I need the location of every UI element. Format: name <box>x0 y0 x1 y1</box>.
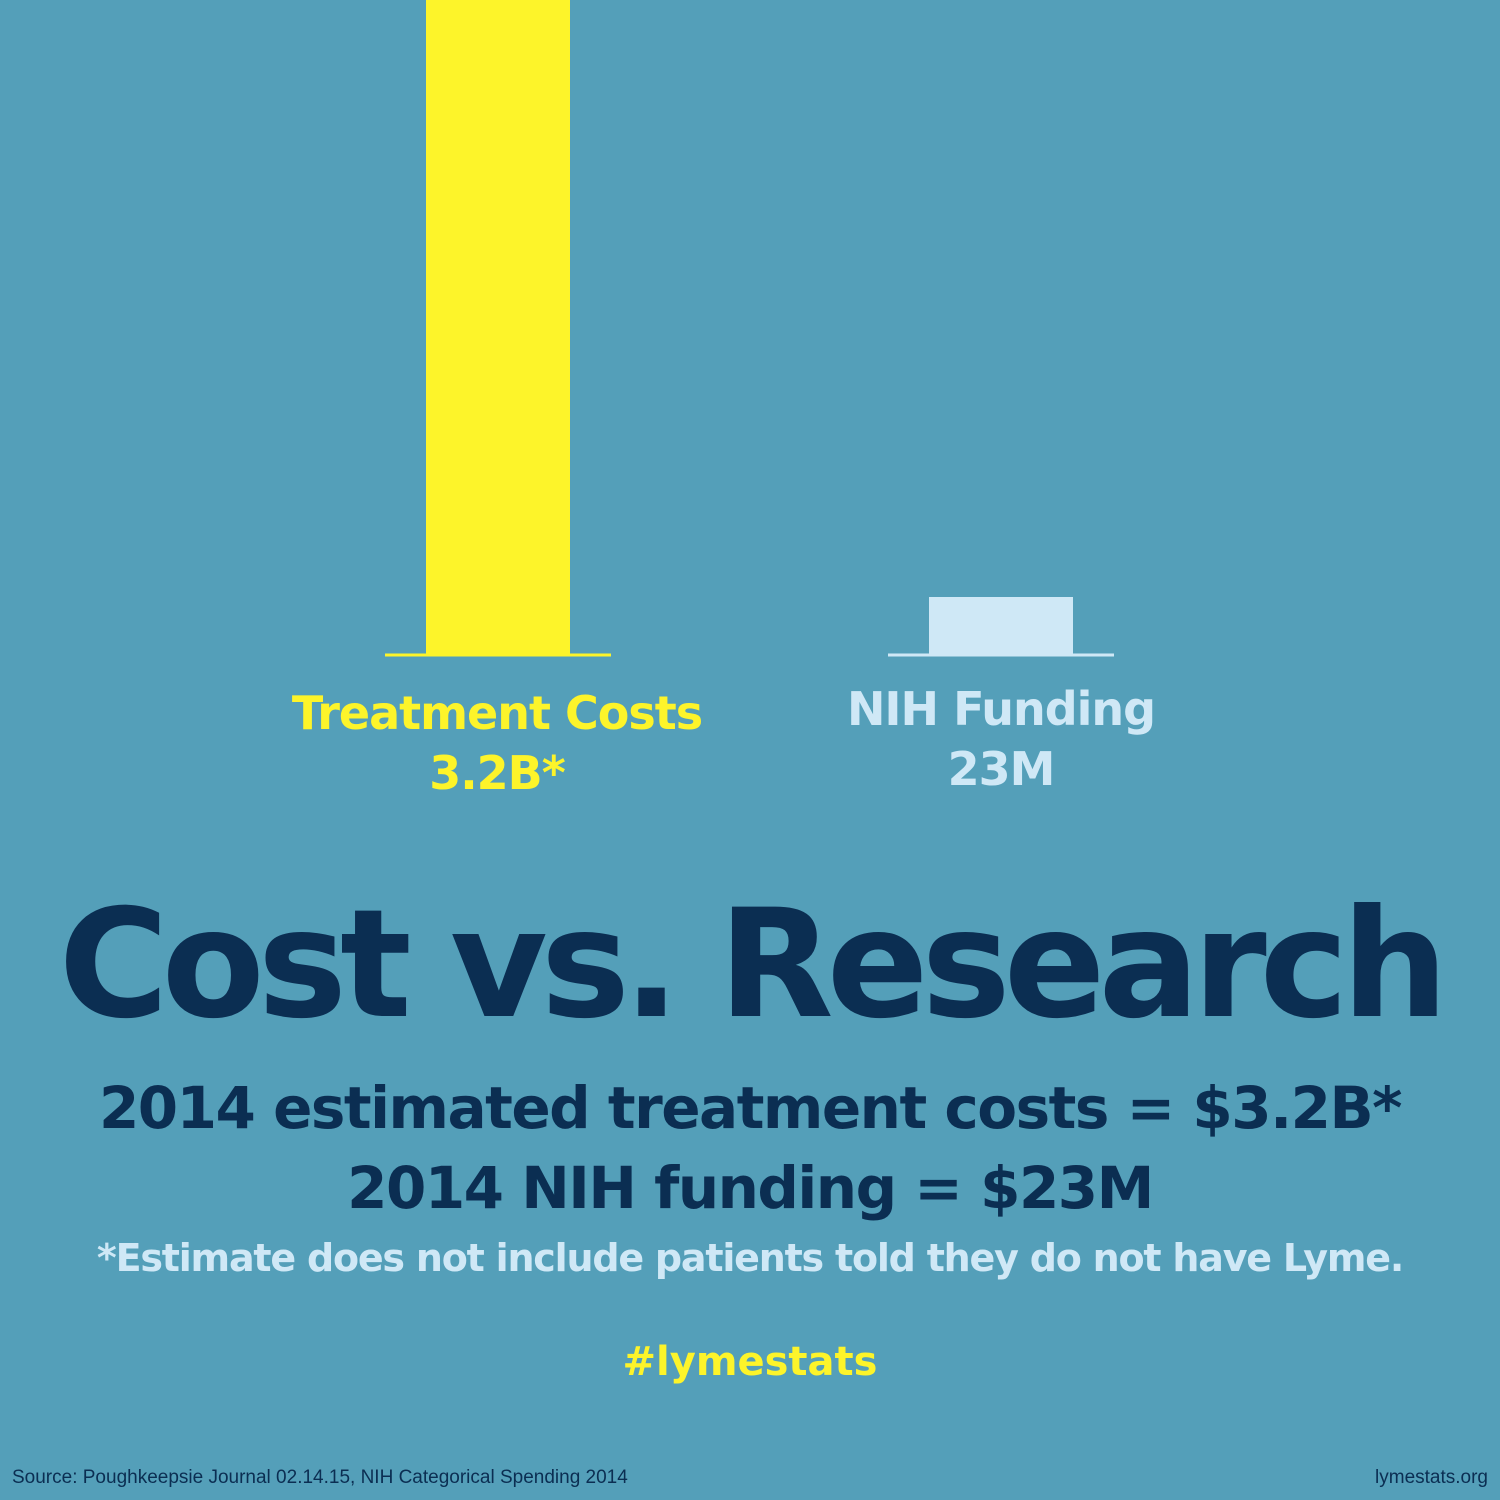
site-url: lymestats.org <box>1375 1467 1488 1488</box>
treatment-costs-value: 3.2B* <box>429 746 566 800</box>
nih-funding-category: NIH Funding <box>846 682 1156 736</box>
source-citation: Source: Poughkeepsie Journal 02.14.15, N… <box>12 1467 628 1488</box>
stat-nih-funding: 2014 NIH funding = $23M <box>347 1154 1154 1222</box>
bar-treatment-costs <box>426 0 570 655</box>
headline: Cost vs. Research <box>58 878 1449 1052</box>
hashtag: #lymestats <box>622 1339 878 1385</box>
treatment-costs-label: Treatment Costs 3.2B* <box>247 683 747 803</box>
nih-funding-label: NIH Funding 23M <box>751 679 1251 799</box>
bar-chart <box>385 0 1114 657</box>
footnote: *Estimate does not include patients told… <box>96 1236 1404 1280</box>
stat-treatment-costs: 2014 estimated treatment costs = $3.2B* <box>98 1074 1403 1142</box>
treatment-costs-category: Treatment Costs <box>291 686 703 740</box>
bar-nih-funding <box>929 597 1073 655</box>
nih-funding-value: 23M <box>947 742 1056 796</box>
